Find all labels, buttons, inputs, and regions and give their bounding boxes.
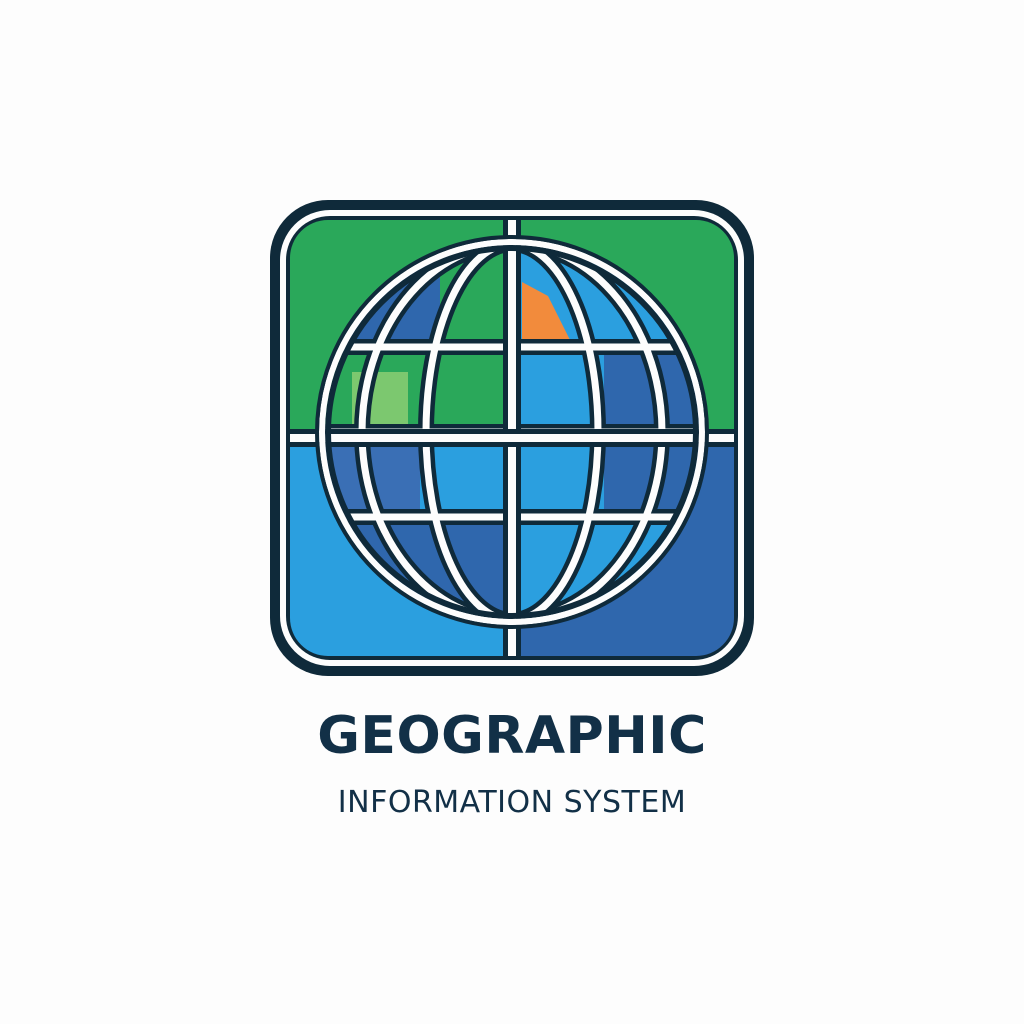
- logo-subtitle: INFORMATION SYSTEM: [337, 785, 687, 820]
- land-cell-orange: [522, 282, 570, 340]
- logo-title: GEOGRAPHIC: [317, 706, 707, 766]
